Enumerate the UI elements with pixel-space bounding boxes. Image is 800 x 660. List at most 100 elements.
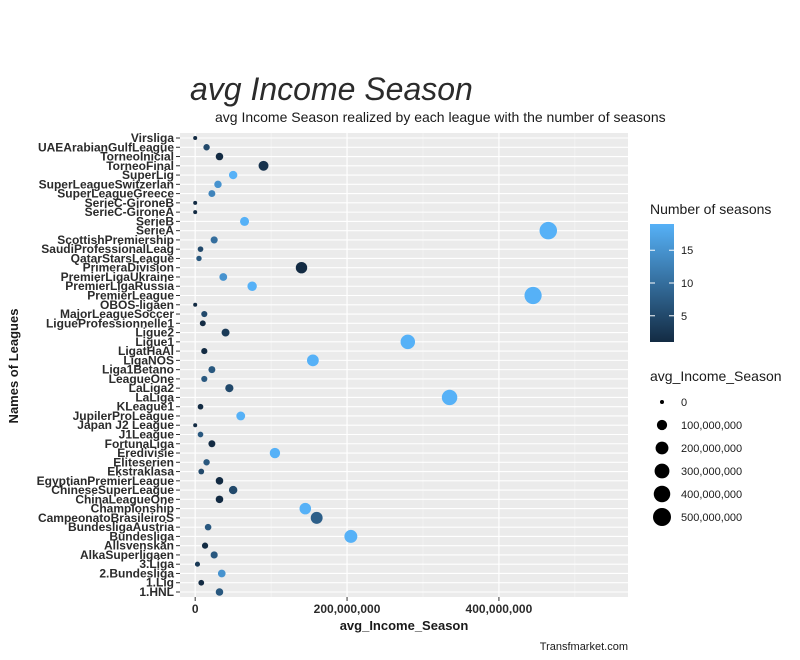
y-tick-label: SerieC-GironeB <box>85 196 175 210</box>
y-tick-label: MajorLeagueSoccer <box>60 307 174 321</box>
x-axis-tick-labels: 0 200,000,000 400,000,000 <box>192 597 533 616</box>
y-tick-label: Liga1Betano <box>102 363 174 377</box>
data-point <box>201 310 208 318</box>
size-legend-label: 300,000,000 <box>681 466 742 478</box>
size-legend-key <box>660 400 664 404</box>
y-tick-label: Virsliga <box>131 131 174 145</box>
data-point <box>247 281 257 291</box>
x-axis-label: avg_Income_Season <box>340 618 469 633</box>
data-point <box>539 221 558 240</box>
data-point <box>193 210 198 215</box>
data-point <box>210 236 218 244</box>
y-tick-label: FortunaLiga <box>105 437 175 451</box>
y-tick-label: OBOS-ligaen <box>100 298 174 312</box>
grid-lines <box>180 133 628 597</box>
data-point <box>201 542 209 549</box>
data-point <box>269 447 281 459</box>
data-point <box>197 403 204 410</box>
size-legend: avg_Income_Season 0 100,000,000 200,000,00… <box>650 368 782 526</box>
x-tick-label: 200,000,000 <box>314 602 381 616</box>
color-legend-label: 5 <box>681 311 687 323</box>
y-tick-label: Ligue2 <box>135 326 174 340</box>
size-legend-label: 100,000,000 <box>681 420 742 432</box>
y-tick-label: SerieB <box>136 214 174 228</box>
data-point <box>240 216 250 226</box>
chart-subtitle: avg Income Season realized by each leagu… <box>215 109 666 125</box>
y-axis-label: Names of Leagues <box>6 309 21 424</box>
data-point <box>400 334 416 350</box>
y-tick-label: ChineseSuperLeague <box>51 483 174 497</box>
y-tick-label: LaLiga <box>135 390 174 404</box>
y-tick-label: PremierLeague <box>87 289 174 303</box>
data-point <box>215 152 224 161</box>
data-point <box>214 180 222 189</box>
data-point <box>524 286 542 305</box>
y-tick-label: TorneoFinal <box>106 159 174 173</box>
data-point <box>210 551 218 559</box>
data-point <box>299 502 312 515</box>
data-point <box>203 459 210 466</box>
data-point <box>215 495 224 504</box>
y-tick-label: BundesligaAustria <box>68 520 174 534</box>
y-tick-label: ChinaLeagueOne <box>75 492 174 506</box>
y-tick-label: 3.Liga <box>139 557 174 571</box>
data-point <box>208 190 216 198</box>
y-tick-label: EgyptianPremierLeague <box>37 474 175 488</box>
color-legend-label: 10 <box>681 278 693 290</box>
y-tick-label: PrimeraDivision <box>83 261 174 275</box>
size-legend-label: 400,000,000 <box>681 489 742 501</box>
data-point <box>258 160 269 171</box>
data-point <box>197 431 204 438</box>
data-point <box>310 511 323 524</box>
data-point <box>217 569 226 578</box>
y-tick-label: Allsvenskan <box>104 539 174 553</box>
size-legend-key <box>653 508 671 526</box>
data-point <box>236 411 246 421</box>
y-tick-label: PremierLigaUkraine <box>61 270 175 284</box>
y-tick-label: Eredivisie <box>117 446 174 460</box>
y-tick-label: LaLiga2 <box>129 381 175 395</box>
y-tick-label: SerieC-GironeA <box>85 205 175 219</box>
data-point <box>228 170 238 180</box>
y-tick-label: Japan J2 League <box>77 418 174 432</box>
data-point <box>193 136 198 140</box>
data-point <box>193 423 198 428</box>
y-tick-label: UAEArabianGulfLeague <box>38 140 174 154</box>
y-tick-label: LigueProfessionnelle1 <box>46 316 174 330</box>
y-tick-label: 2.Bundesliga <box>99 566 174 580</box>
y-tick-label: Ekstraklasa <box>107 465 174 479</box>
data-point <box>199 320 206 327</box>
plot-panel <box>180 133 628 597</box>
size-legend-key <box>653 485 671 503</box>
data-point <box>215 588 224 596</box>
data-point <box>219 273 228 281</box>
y-tick-label: LigatHaAl <box>118 344 174 358</box>
y-tick-label: Bundesliga <box>109 529 174 543</box>
y-tick-label: Eliteserien <box>113 455 174 469</box>
y-tick-label: ScottishPremiership <box>57 233 174 247</box>
y-tick-label: TorneoInicial <box>100 150 174 164</box>
data-point <box>193 200 198 205</box>
y-tick-label: SaudiProfessionalLeag <box>41 242 174 256</box>
data-point <box>198 468 205 475</box>
data-point <box>204 523 212 531</box>
data-point <box>441 389 458 406</box>
data-point <box>203 144 210 151</box>
data-point <box>201 348 208 355</box>
data-point <box>198 579 205 586</box>
y-tick-label: SuperLeagueGreece <box>57 187 174 201</box>
y-tick-label: KLeague1 <box>117 400 175 414</box>
data-point <box>196 255 202 262</box>
data-point <box>344 529 358 543</box>
chart-title: avg Income Season <box>190 71 473 107</box>
color-legend: Number of seasons 5 10 15 <box>650 201 771 342</box>
y-tick-label: JupilerProLeague <box>73 409 175 423</box>
x-tick-label: 0 <box>192 602 199 616</box>
data-point <box>295 262 308 274</box>
data-point <box>215 477 224 485</box>
data-point <box>228 485 238 495</box>
data-point <box>193 302 198 307</box>
color-legend-label: 15 <box>681 245 693 257</box>
data-point <box>221 328 230 337</box>
data-point <box>208 440 216 448</box>
